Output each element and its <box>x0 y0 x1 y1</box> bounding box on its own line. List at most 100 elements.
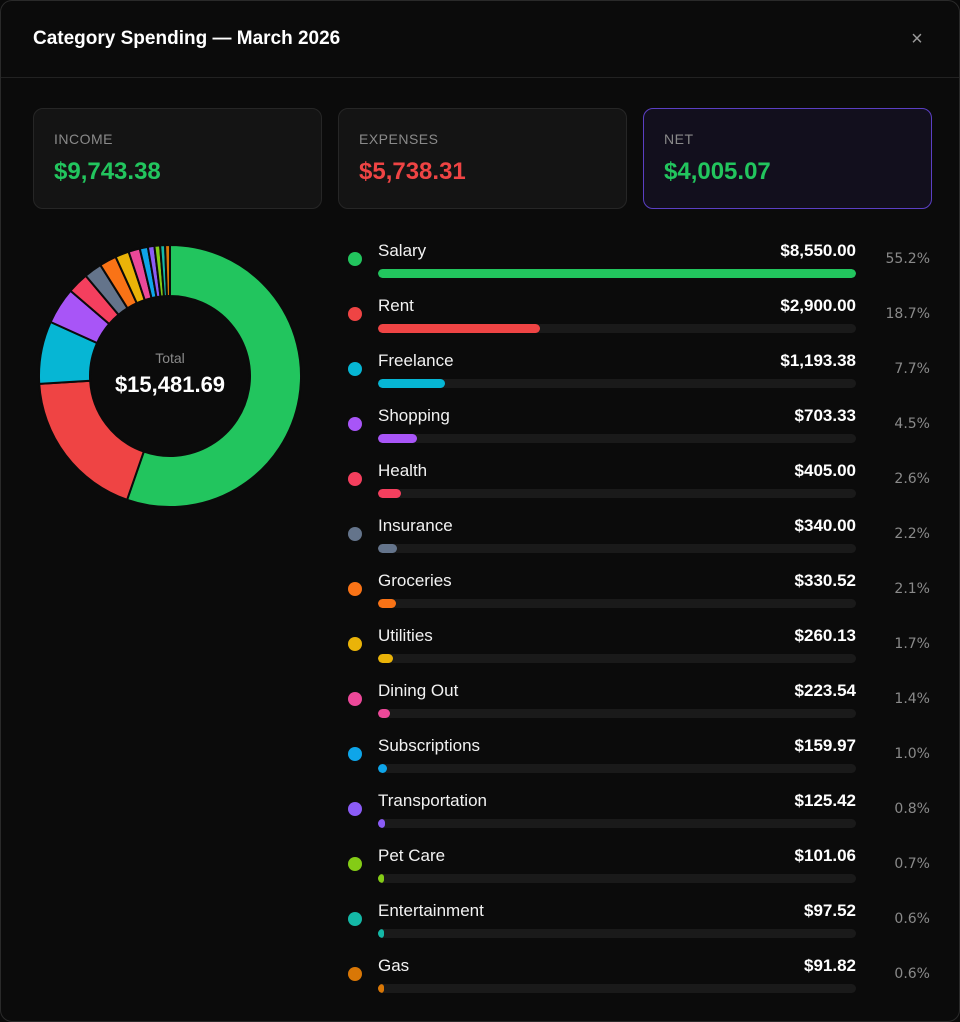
net-card: NET $4,005.07 <box>643 108 932 209</box>
category-row[interactable]: Transportation $125.42 0.8% <box>346 788 936 843</box>
category-progress-track <box>378 874 856 883</box>
category-percent: 0.8% <box>894 801 930 817</box>
category-row[interactable]: Dining Out $223.54 1.4% <box>346 678 936 733</box>
category-progress-track <box>378 489 856 498</box>
category-progress-track <box>378 709 856 718</box>
category-row[interactable]: Shopping $703.33 4.5% <box>346 403 936 458</box>
category-percent: 2.2% <box>894 526 930 542</box>
category-amount: $703.33 <box>794 406 856 425</box>
category-amount: $101.06 <box>794 846 856 865</box>
category-progress-fill <box>378 544 398 553</box>
category-name: Rent <box>378 296 414 315</box>
category-row[interactable]: Salary $8,550.00 55.2% <box>346 238 936 293</box>
category-amount: $2,900.00 <box>780 296 856 315</box>
category-name: Shopping <box>378 406 450 425</box>
category-percent: 7.7% <box>894 361 930 377</box>
category-progress-fill <box>378 324 540 333</box>
category-progress-track <box>378 544 856 553</box>
category-row[interactable]: Entertainment $97.52 0.6% <box>346 898 936 953</box>
category-percent: 55.2% <box>885 251 930 267</box>
category-row[interactable]: Freelance $1,193.38 7.7% <box>346 348 936 403</box>
category-progress-track <box>378 764 856 773</box>
modal-header: Category Spending — March 2026 × <box>1 1 959 78</box>
category-color-dot <box>348 472 362 486</box>
category-progress-track <box>378 929 856 938</box>
category-progress-track <box>378 599 856 608</box>
category-amount: $125.42 <box>794 791 856 810</box>
category-row[interactable]: Subscriptions $159.97 1.0% <box>346 733 936 788</box>
category-name: Transportation <box>378 791 487 810</box>
category-percent: 1.0% <box>894 746 930 762</box>
category-progress-fill <box>378 819 385 828</box>
category-row[interactable]: Pet Care $101.06 0.7% <box>346 843 936 898</box>
category-name: Pet Care <box>378 846 446 865</box>
expenses-value: $5,738.31 <box>359 158 466 185</box>
category-amount: $330.52 <box>794 571 856 590</box>
category-color-dot <box>348 857 362 871</box>
category-color-dot <box>348 362 362 376</box>
category-color-dot <box>348 802 362 816</box>
category-progress-track <box>378 819 856 828</box>
category-amount: $405.00 <box>794 461 856 480</box>
category-row[interactable]: Groceries $330.52 2.1% <box>346 568 936 623</box>
category-amount: $223.54 <box>794 681 856 700</box>
category-progress-fill <box>378 929 384 938</box>
category-row[interactable]: Health $405.00 2.6% <box>346 458 936 513</box>
category-progress-track <box>378 434 856 443</box>
category-name: Groceries <box>378 571 452 590</box>
category-name: Freelance <box>378 351 454 370</box>
category-color-dot <box>348 527 362 541</box>
category-percent: 18.7% <box>885 306 930 322</box>
net-label: NET <box>664 131 694 147</box>
expenses-label: EXPENSES <box>359 131 439 147</box>
category-amount: $91.82 <box>804 956 856 975</box>
category-row[interactable]: Gas $91.82 0.6% <box>346 953 936 1008</box>
category-color-dot <box>348 637 362 651</box>
category-color-dot <box>348 582 362 596</box>
category-row[interactable]: Insurance $340.00 2.2% <box>346 513 936 568</box>
category-amount: $159.97 <box>794 736 856 755</box>
category-progress-fill <box>378 434 417 443</box>
category-color-dot <box>348 307 362 321</box>
category-row[interactable]: Rent $2,900.00 18.7% <box>346 293 936 348</box>
income-card: INCOME $9,743.38 <box>33 108 322 209</box>
category-progress-fill <box>378 599 397 608</box>
donut-svg <box>38 243 302 508</box>
donut-slice-gas[interactable] <box>164 243 171 298</box>
category-progress-track <box>378 324 856 333</box>
category-name: Utilities <box>378 626 433 645</box>
category-color-dot <box>348 912 362 926</box>
category-progress-fill <box>378 874 385 883</box>
category-percent: 0.7% <box>894 856 930 872</box>
donut-slice-salary[interactable] <box>125 243 302 508</box>
category-progress-fill <box>378 709 391 718</box>
close-icon[interactable]: × <box>911 28 923 50</box>
category-name: Gas <box>378 956 410 975</box>
category-percent: 0.6% <box>894 911 930 927</box>
category-name: Dining Out <box>378 681 459 700</box>
category-progress-fill <box>378 654 393 663</box>
expenses-card: EXPENSES $5,738.31 <box>338 108 627 209</box>
category-progress-track <box>378 269 856 278</box>
category-percent: 4.5% <box>894 416 930 432</box>
income-value: $9,743.38 <box>54 158 161 185</box>
income-label: INCOME <box>54 131 113 147</box>
category-percent: 1.4% <box>894 691 930 707</box>
category-percent: 0.6% <box>894 966 930 982</box>
donut-chart: Total $15,481.69 <box>38 243 302 508</box>
category-progress-track <box>378 654 856 663</box>
category-progress-fill <box>378 269 856 278</box>
category-color-dot <box>348 417 362 431</box>
category-progress-fill <box>378 379 445 388</box>
category-progress-track <box>378 984 856 993</box>
category-amount: $340.00 <box>794 516 856 535</box>
summary-cards: INCOME $9,743.38 EXPENSES $5,738.31 NET … <box>33 108 932 209</box>
category-name: Health <box>378 461 428 480</box>
category-name: Insurance <box>378 516 453 535</box>
category-row[interactable]: Utilities $260.13 1.7% <box>346 623 936 678</box>
category-amount: $8,550.00 <box>780 241 856 260</box>
category-amount: $260.13 <box>794 626 856 645</box>
category-amount: $97.52 <box>804 901 856 920</box>
donut-slice-rent[interactable] <box>38 379 146 502</box>
